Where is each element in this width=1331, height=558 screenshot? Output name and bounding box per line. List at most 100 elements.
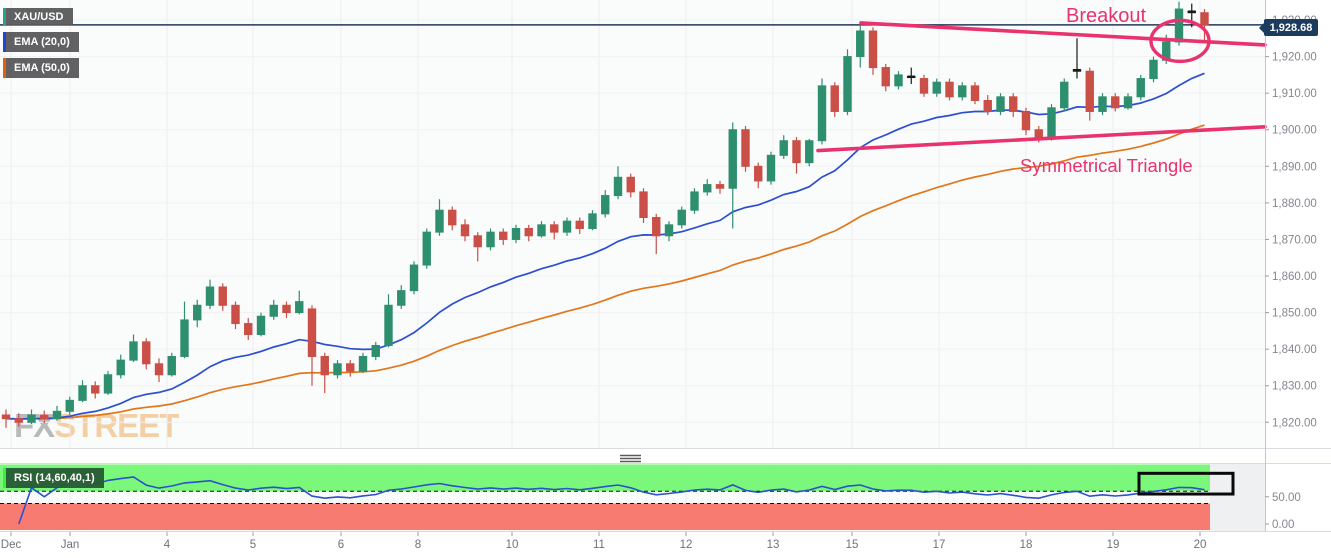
candle-body bbox=[397, 290, 406, 306]
candle-body bbox=[371, 345, 380, 357]
legend-symbol[interactable]: XAU/USD bbox=[3, 8, 73, 25]
time-tick-label: Jan bbox=[61, 539, 80, 551]
price-tick-label: 1,840.00 bbox=[1272, 344, 1317, 356]
rsi-oversold-band bbox=[0, 503, 1210, 530]
candle-body bbox=[779, 140, 788, 156]
candle-body bbox=[435, 209, 444, 233]
candle-body bbox=[932, 81, 941, 94]
time-tick-label: Dec bbox=[1, 539, 22, 551]
price-tick-label: 1,900.00 bbox=[1272, 125, 1317, 137]
time-tick-label: 6 bbox=[338, 539, 344, 551]
breakout-annotation: Breakout bbox=[1066, 5, 1147, 27]
candle-body bbox=[346, 363, 355, 372]
candle-body bbox=[511, 227, 521, 240]
ema20-line bbox=[5, 72, 1205, 420]
time-tick-label: 4 bbox=[164, 539, 171, 551]
candle-body bbox=[499, 231, 508, 240]
candle-body bbox=[384, 304, 393, 347]
candle-body bbox=[868, 30, 878, 69]
candle-body bbox=[919, 78, 929, 94]
candle-body bbox=[639, 191, 648, 219]
candle-body bbox=[550, 224, 559, 233]
triangle-annotation: Symmetrical Triangle bbox=[1020, 155, 1193, 176]
candle-body bbox=[65, 399, 74, 412]
rsi-line bbox=[18, 476, 1205, 525]
rsi-tick-label: 0.00 bbox=[1272, 519, 1294, 531]
time-tick-label: 5 bbox=[250, 539, 256, 551]
candle-body bbox=[843, 56, 852, 112]
candle-body bbox=[320, 355, 329, 376]
price-tick-label: 1,830.00 bbox=[1272, 381, 1317, 393]
candle-body bbox=[690, 191, 699, 211]
time-tick-label: 19 bbox=[1107, 539, 1120, 551]
time-tick-label: 15 bbox=[846, 539, 859, 551]
symbol-color-bar bbox=[3, 8, 6, 25]
price-tick-label: 1,860.00 bbox=[1272, 271, 1317, 283]
candle-body bbox=[103, 374, 113, 394]
candle-body bbox=[575, 220, 584, 229]
legend-rsi[interactable]: RSI (14,60,40,1) bbox=[3, 468, 104, 488]
candle-body bbox=[741, 129, 750, 167]
candle-body bbox=[970, 85, 980, 101]
candle-body bbox=[218, 286, 227, 306]
time-axis[interactable]: Dec Jan 4 5 6 8 10 11 12 13 15 17 18 19 20 bbox=[1, 532, 1207, 551]
legend-ema20[interactable]: EMA (20,0) bbox=[3, 32, 79, 52]
rsi-pane-right-gap bbox=[1210, 464, 1265, 531]
candle-body bbox=[256, 315, 266, 336]
candle-body bbox=[664, 224, 674, 237]
price-axis[interactable]: 1,930.001,920.001,910.001,900.001,890.00… bbox=[1265, 15, 1317, 531]
candle-body bbox=[1123, 96, 1133, 109]
candle-body bbox=[448, 209, 457, 226]
candles-layer[interactable] bbox=[1, 1, 1209, 428]
candle-body bbox=[1034, 129, 1043, 138]
candle-body bbox=[703, 184, 712, 193]
candle-body bbox=[52, 410, 62, 420]
last-price-badge: 1,928.68 bbox=[1259, 19, 1318, 36]
candle-body bbox=[677, 209, 686, 226]
candle-body bbox=[307, 308, 317, 357]
candle-body bbox=[1111, 96, 1120, 109]
candle-body bbox=[792, 140, 801, 164]
legend-ema50[interactable]: EMA (50,0) bbox=[3, 58, 79, 78]
candle-body bbox=[473, 235, 482, 248]
candle-body bbox=[78, 385, 87, 401]
candle-body bbox=[1136, 78, 1145, 98]
main-pane-bg[interactable] bbox=[0, 0, 1265, 448]
candle-body bbox=[1, 414, 11, 420]
candle-body bbox=[983, 99, 992, 112]
rsi-tick-label: 50.00 bbox=[1272, 492, 1301, 504]
price-tick-label: 1,880.00 bbox=[1272, 198, 1317, 210]
rsi-label: RSI (14,60,40,1) bbox=[14, 472, 95, 484]
rsi-color-bar bbox=[3, 468, 6, 488]
candle-body bbox=[601, 195, 610, 215]
pane-resize-grip[interactable] bbox=[620, 454, 641, 463]
candle-body bbox=[562, 220, 572, 233]
candle-body bbox=[715, 184, 725, 189]
time-tick-label: 11 bbox=[593, 539, 605, 551]
candle-body bbox=[116, 359, 125, 376]
breakout-ellipse bbox=[1149, 18, 1211, 64]
badge-arrow bbox=[1259, 22, 1264, 33]
candle-body bbox=[1085, 70, 1094, 112]
ema20-label: EMA (20,0) bbox=[14, 36, 70, 48]
candle-body bbox=[1098, 96, 1107, 112]
candle-body bbox=[205, 286, 215, 306]
price-tick-label: 1,910.00 bbox=[1272, 88, 1317, 100]
time-tick-label: 17 bbox=[933, 539, 946, 551]
ema50-label: EMA (50,0) bbox=[14, 62, 70, 74]
candle-body bbox=[269, 304, 278, 317]
candle-body bbox=[996, 96, 1005, 112]
price-tick-label: 1,870.00 bbox=[1272, 234, 1317, 246]
candle-body bbox=[805, 140, 814, 164]
candle-body bbox=[894, 74, 903, 87]
time-tick-label: 20 bbox=[1194, 539, 1207, 551]
candle-body bbox=[1200, 12, 1209, 26]
candle-body bbox=[1047, 107, 1056, 138]
candle-body bbox=[167, 355, 176, 376]
candle-body bbox=[613, 176, 623, 197]
time-tick-label: 12 bbox=[680, 539, 693, 551]
symbol-label: XAU/USD bbox=[14, 10, 64, 23]
candle-body bbox=[958, 85, 967, 98]
time-tick-label: 10 bbox=[506, 539, 519, 551]
